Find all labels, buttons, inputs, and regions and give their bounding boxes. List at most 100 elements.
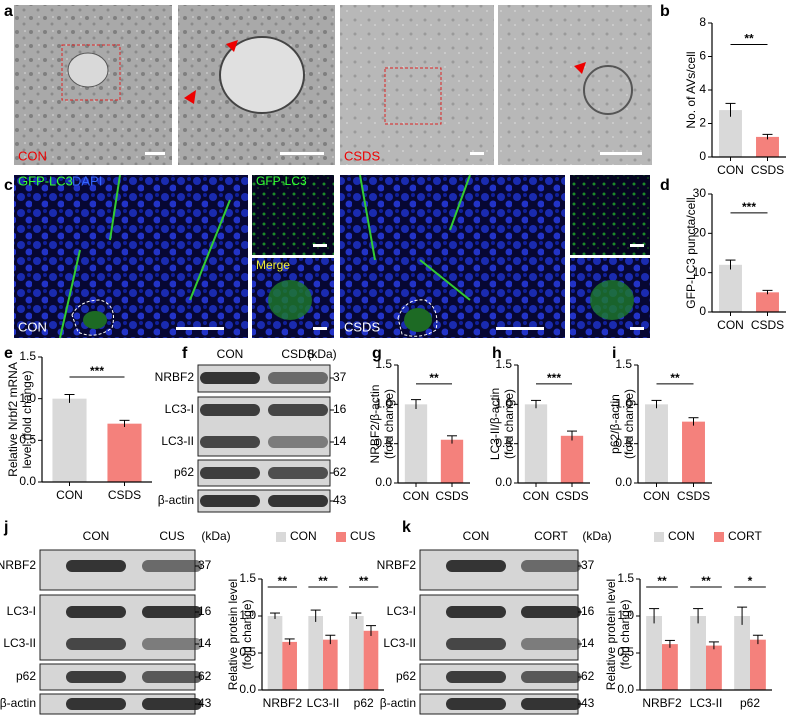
significance-label: *** [742,200,756,214]
arrowhead [184,90,196,104]
significance-label: *** [90,364,104,378]
kda-label: 43 [333,493,347,507]
chart: 0.0 0.5 1.0 1.5 NRBF2/β-actin (fold change) CO… [368,357,470,503]
x-tick-label: NRBF2 [642,696,682,710]
y-axis-label: p62/β-actin [608,394,622,454]
legend-label: CUS [350,529,375,543]
neuron [590,280,634,320]
x-tick-label: CSDS [435,489,468,503]
kda-label: 14 [581,636,595,650]
x-tick-label: CSDS [108,488,141,502]
y-tick-label: 0.5 [617,645,634,659]
significance-label: ** [429,371,439,385]
micrograph [340,175,565,338]
significance-label: ** [278,574,288,588]
arrowhead [574,62,586,74]
row-label: β-actin [158,493,194,507]
neurite [59,174,231,339]
band [268,404,328,416]
panel-letter: h [492,345,502,362]
y-tick-label: 0 [699,149,706,163]
blot-frame [419,594,579,661]
blot-frame [39,594,196,661]
row-label: β-actin [380,696,416,710]
row-label: β-actin [0,696,36,710]
chart: 0.0 0.5 1.0 1.5 LC3-II/β-actin (fold change) C… [488,357,590,503]
lane-label: CON [217,347,244,361]
x-tick-label: CON [717,163,744,177]
band [200,467,260,479]
unit-label: (kDa) [201,529,230,543]
y-axis-label: (fold change) [240,599,254,669]
band [268,467,328,479]
kda-label: 37 [581,558,595,572]
image-label: CON [18,319,47,334]
significance-label: *** [547,371,561,385]
x-tick-label: CON [643,489,670,503]
y-tick-label: 1.5 [615,357,632,371]
kda-label: 16 [333,402,347,416]
y-tick-label: 0 [699,304,706,318]
y-axis-label: (fold change) [382,389,396,459]
band [446,698,506,710]
arrowhead [226,40,238,52]
image-label: CSDS [344,148,380,163]
band [446,606,506,618]
band [200,404,260,416]
significance-label: ** [670,371,680,385]
y-tick-label: 1.0 [19,391,36,405]
bar [363,630,379,690]
lane-label: CON [463,529,490,543]
y-tick-label: 0.0 [495,475,512,489]
row-label: LC3-II [383,636,416,650]
kda-label: 37 [198,558,212,572]
y-axis-label: Relative Nrbf2 mRNA [6,362,20,477]
band [521,638,581,650]
row-label: p62 [16,669,36,683]
x-tick-label: CSDS [555,489,588,503]
image-label: CON [18,148,47,163]
cell-outline [397,299,438,337]
significance-label: ** [744,32,754,46]
band [268,436,328,448]
row-label: NRBF2 [0,558,36,572]
legend-swatch [276,532,286,542]
image-label: GFP-LC3 [18,173,73,188]
row-label: LC3-I [7,604,36,618]
bar [52,398,87,482]
row-label: NRBF2 [155,370,195,384]
legend-label: CORT [728,529,762,543]
y-axis-label: (fold change) [502,389,516,459]
image-label: GFP-LC3 [256,174,307,188]
y-tick-label: 1.0 [617,608,634,622]
y-tick-label: 1.5 [375,357,392,371]
unit-label: (kDa) [307,347,336,361]
x-tick-label: CON [523,489,550,503]
panel-letter: e [4,345,13,362]
chart: 0 2 4 6 8 No. of AVs/cell CON CSDS ** [684,15,786,177]
bar [524,404,548,483]
vesicle [583,65,633,115]
y-tick-label: 0.5 [495,436,512,450]
bar [560,435,584,483]
x-tick-label: CSDS [751,163,784,177]
roi-box [61,44,121,101]
significance-label: ** [359,574,369,588]
band [521,606,581,618]
band [66,606,126,618]
band [66,560,126,572]
significance-label: ** [657,574,667,588]
y-tick-label: 1.5 [19,349,36,363]
x-tick-label: NRBF2 [263,696,303,710]
legend-swatch [336,532,346,542]
micrograph [340,5,494,165]
significance-label: ** [701,574,711,588]
y-tick-label: 0.0 [615,475,632,489]
y-tick-label: 4 [699,82,706,96]
y-tick-label: 1.0 [495,397,512,411]
bar [645,404,668,483]
